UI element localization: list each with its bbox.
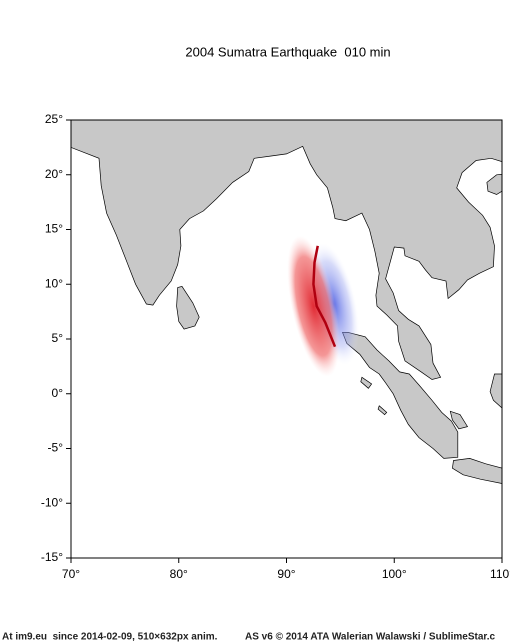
y-tick-label: 5°: [52, 331, 64, 345]
y-tick-label: -15°: [41, 550, 63, 564]
x-tick-label: 90°: [277, 567, 295, 581]
footer-left: At im9.eu since 2014-02-09, 510×632px an…: [2, 632, 218, 643]
siberut: [377, 405, 388, 416]
y-tick-label: 25°: [45, 112, 63, 126]
x-tick-label: 110°: [490, 567, 510, 581]
hainan: [486, 173, 502, 195]
x-tick-label: 100°: [382, 567, 407, 581]
java: [452, 458, 502, 484]
nias: [360, 376, 373, 389]
rupture-line: [312, 245, 337, 348]
title: 2004 Sumatra Earthquake 010 min: [185, 44, 390, 59]
x-tick-label: 70°: [62, 567, 80, 581]
y-tick-label: -10°: [41, 495, 63, 509]
footer-right: AS v6 © 2014 ATA Walerian Walawski / Sub…: [245, 632, 495, 643]
y-tick-label: 0°: [52, 386, 64, 400]
y-tick-label: 15°: [45, 222, 63, 236]
y-tick-label: -5°: [48, 441, 64, 455]
wave-crest: [287, 235, 340, 377]
x-tick-label: 80°: [170, 567, 188, 581]
y-tick-label: 10°: [45, 276, 63, 290]
mainland-asia: [71, 120, 502, 380]
bangka: [449, 410, 469, 430]
y-tick-label: 20°: [45, 167, 63, 181]
map-area: [71, 120, 502, 558]
borneo: [489, 373, 502, 410]
sumatra: [341, 332, 459, 459]
sri-lanka: [176, 285, 200, 330]
